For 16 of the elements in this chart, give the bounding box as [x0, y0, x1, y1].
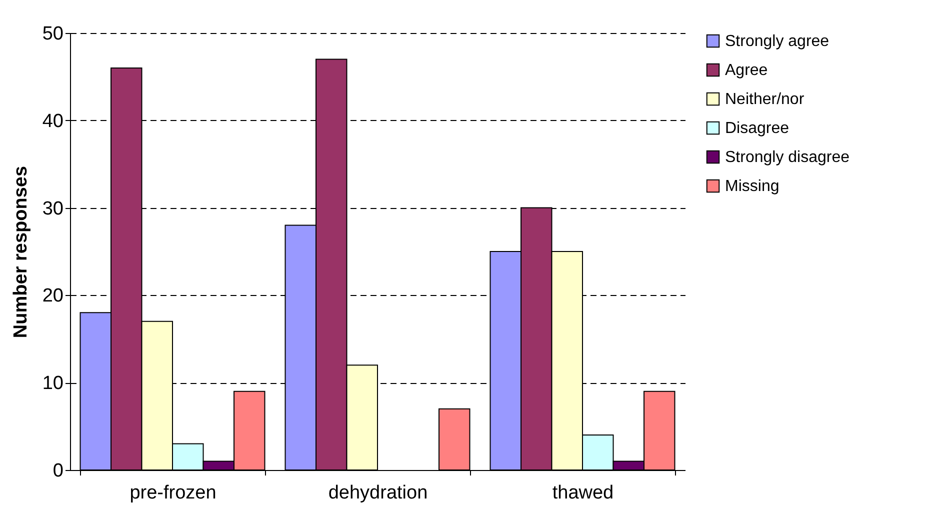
x-tick-label: thawed	[552, 482, 614, 504]
y-tick-label: 20	[42, 286, 64, 307]
y-tick-label: 30	[42, 198, 64, 220]
legend-label: Neither/nor	[725, 91, 805, 108]
x-tick-label: pre-frozen	[130, 482, 216, 504]
legend-label: Agree	[725, 62, 768, 79]
y-tick-label: 40	[42, 110, 64, 132]
legend-label: Missing	[725, 178, 780, 195]
legend-label: Disagree	[725, 120, 790, 137]
x-tick-label: dehydration	[328, 482, 428, 504]
y-tick-label: 50	[42, 24, 64, 44]
y-tick-label: 10	[42, 373, 64, 394]
legend-label: Strongly disagree	[725, 149, 850, 166]
y-tick-label: 0	[52, 460, 64, 482]
y-axis-title: Number responses	[10, 166, 32, 338]
legend-label: Strongly agree	[725, 33, 830, 50]
